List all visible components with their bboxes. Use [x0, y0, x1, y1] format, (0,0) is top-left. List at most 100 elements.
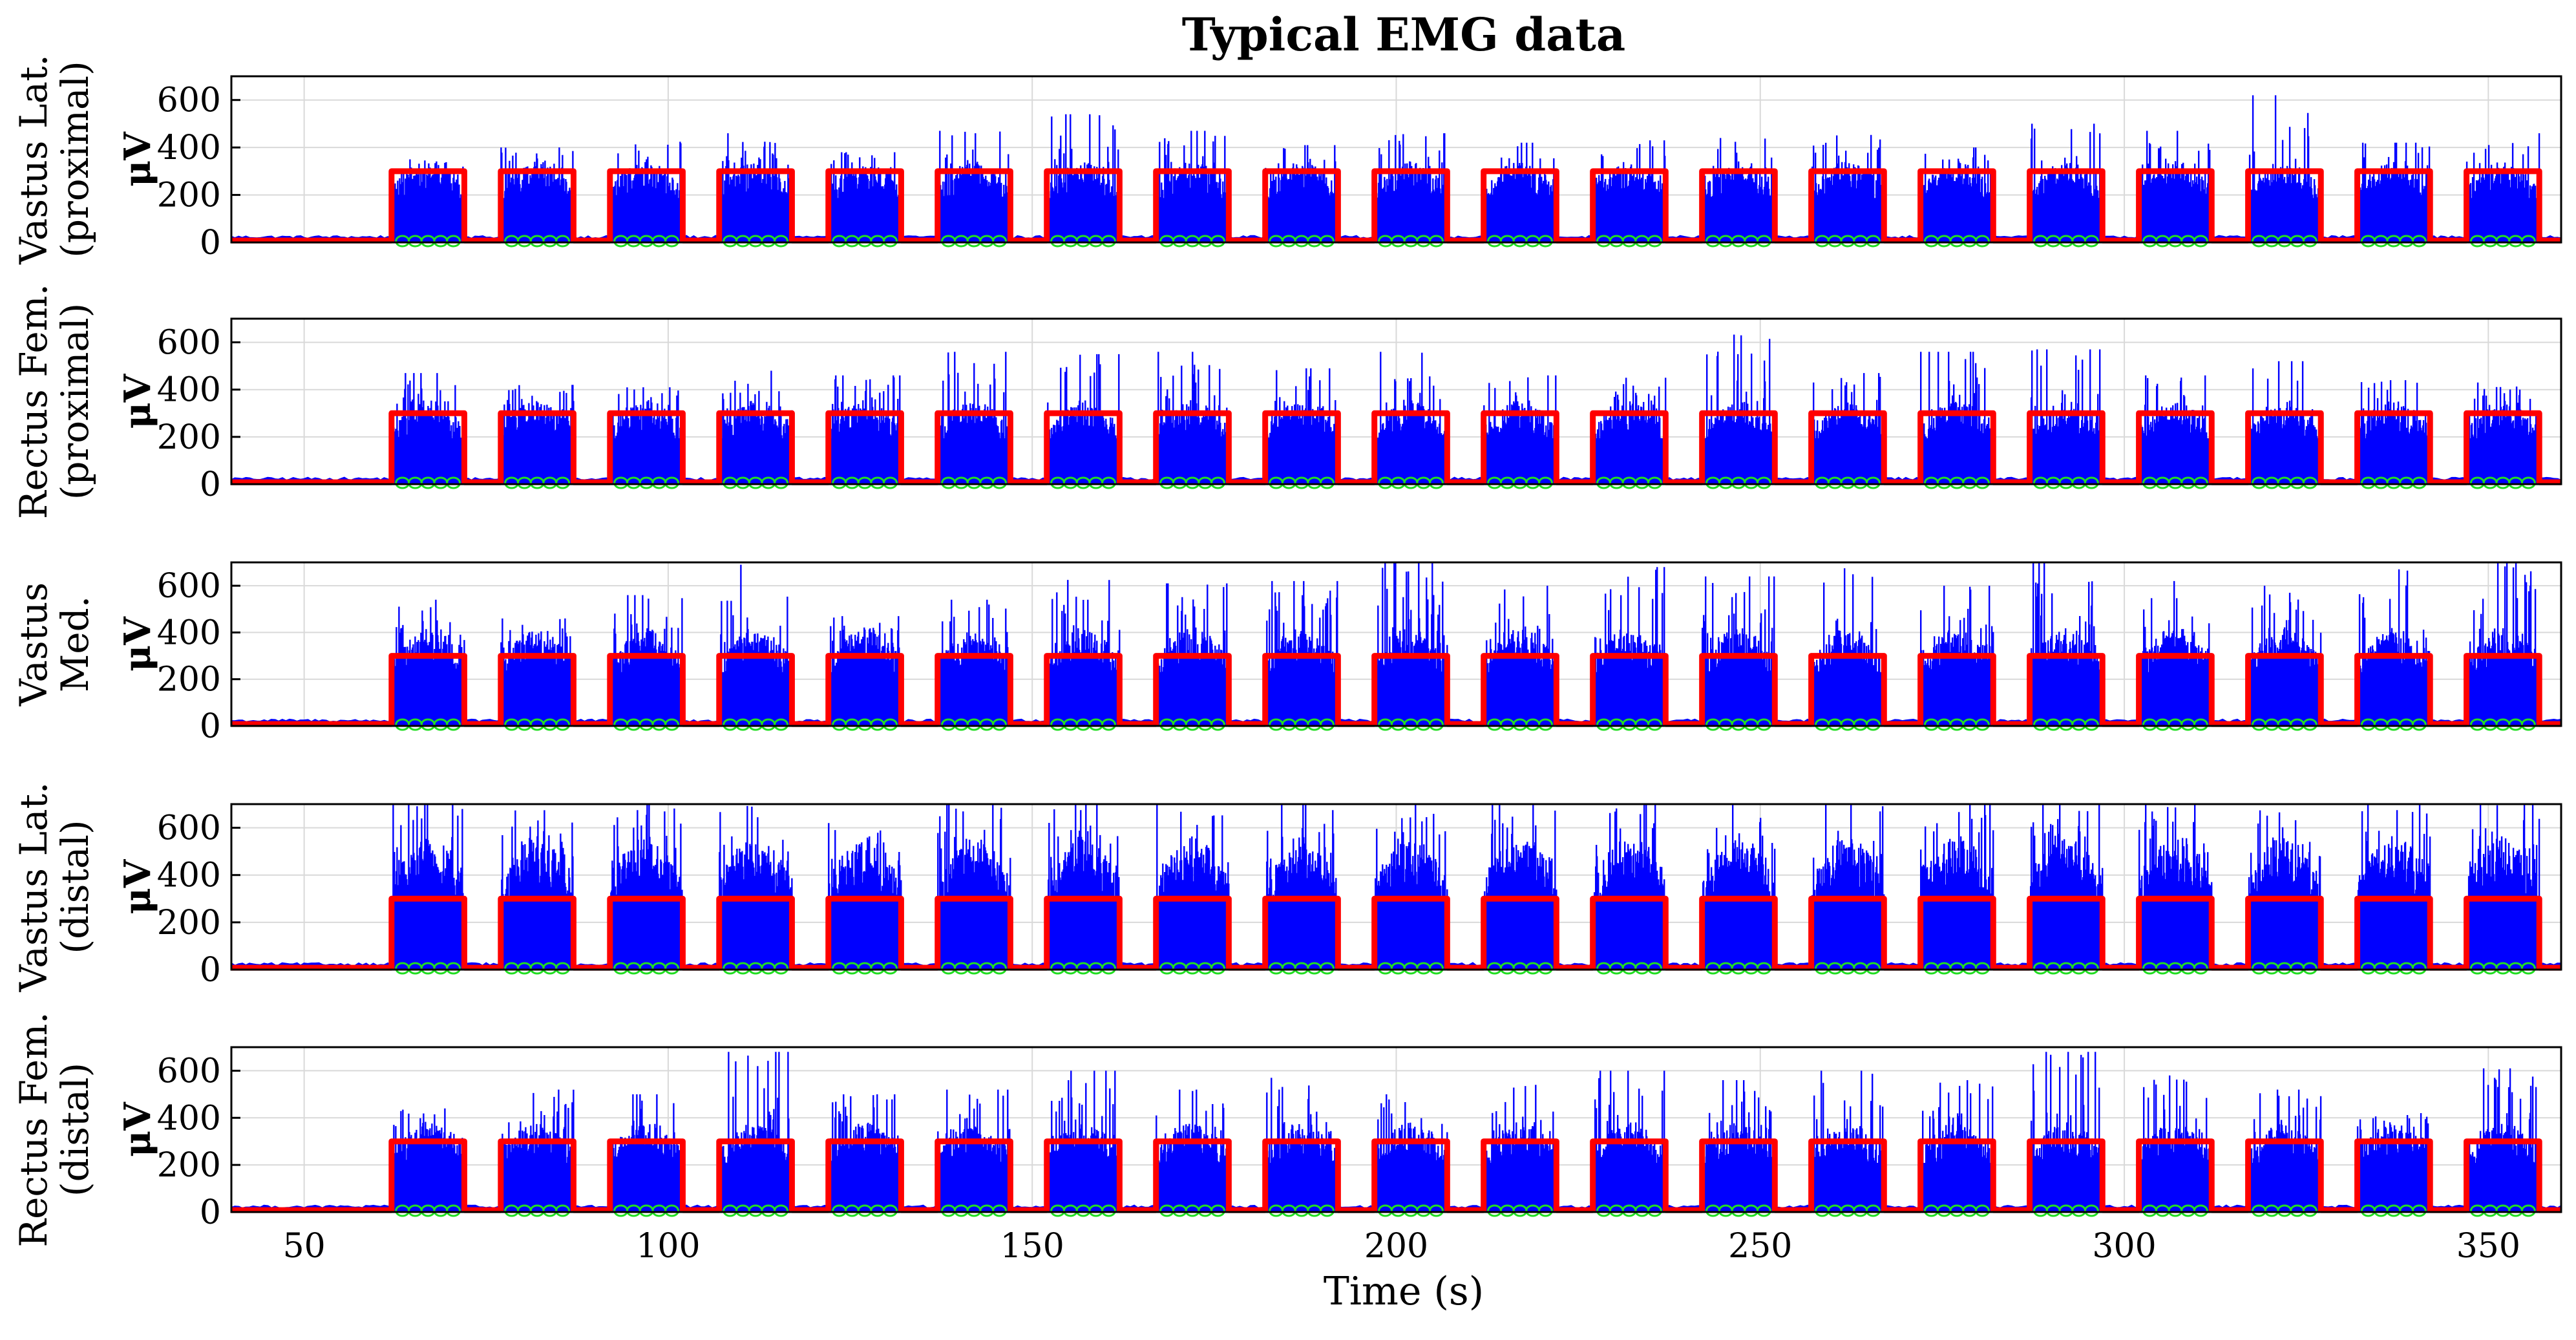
emg-burst-spikes — [1046, 114, 1121, 242]
emg-burst-spikes — [1046, 354, 1121, 484]
onset-marker — [1537, 962, 1553, 975]
panel-frame — [230, 75, 2562, 244]
muscle-label: Med. — [53, 596, 97, 692]
onset-marker — [1647, 235, 1662, 248]
emg-burst-spikes — [1592, 140, 1667, 242]
emg-burst-spikes — [2247, 810, 2322, 970]
onset-marker — [664, 235, 680, 248]
onset-marker — [1647, 476, 1662, 489]
onset-marker — [774, 718, 789, 731]
emg-burst-spikes — [609, 1094, 684, 1212]
onset-marker — [1319, 718, 1335, 731]
onset-marker — [1974, 1204, 1990, 1217]
muscle-label: Vastus Lat. — [12, 54, 56, 265]
emg-burst-spikes — [2465, 382, 2540, 484]
onset-marker — [1101, 1204, 1117, 1217]
emg-burst-spikes — [1483, 804, 1557, 970]
onset-marker — [2193, 1204, 2208, 1217]
emg-burst-spikes — [1374, 352, 1448, 484]
emg-burst-spikes — [1920, 804, 1994, 970]
emg-burst-spikes — [1265, 368, 1339, 484]
emg-burst-spikes — [1265, 1078, 1339, 1212]
onset-marker — [1974, 235, 1990, 248]
y-tick-label: 0 — [200, 707, 221, 746]
onset-marker — [1865, 476, 1881, 489]
onset-marker — [664, 962, 680, 975]
onset-marker — [1865, 718, 1881, 731]
onset-marker — [774, 476, 789, 489]
onset-marker — [555, 718, 571, 731]
onset-marker — [1756, 718, 1771, 731]
emg-burst-spikes — [1374, 804, 1448, 970]
onset-marker — [2520, 718, 2536, 731]
emg-burst-spikes — [2029, 1052, 2104, 1212]
emg-burst-spikes — [937, 599, 1011, 726]
emg-burst-spikes — [609, 142, 684, 242]
emg-burst-spikes — [609, 387, 684, 484]
emg-burst-spikes — [937, 1089, 1011, 1212]
onset-marker — [2084, 1204, 2099, 1217]
panel-1: 0 200 400 600 μV Vastus Lat.(proximal) — [12, 54, 2562, 265]
emg-burst-spikes — [1483, 1085, 1557, 1212]
onset-marker — [446, 718, 461, 731]
onset-marker — [1647, 718, 1662, 731]
emg-burst-spikes — [1265, 145, 1339, 242]
emg-burst-spikes — [1592, 567, 1667, 726]
y-tick-label: 0 — [200, 1193, 221, 1232]
emg-burst-spikes — [2029, 349, 2104, 484]
onset-marker — [446, 1204, 461, 1217]
onset-marker — [664, 476, 680, 489]
y-tick-label: 600 — [157, 324, 221, 363]
onset-marker — [2411, 1204, 2427, 1217]
emg-burst-spikes — [1483, 375, 1557, 484]
onset-marker — [1537, 1204, 1553, 1217]
emg-burst-spikes — [2138, 804, 2213, 970]
emg-burst-spikes — [1702, 576, 1776, 726]
onset-marker — [1428, 235, 1444, 248]
emg-burst-spikes — [2356, 380, 2431, 484]
onset-marker — [1319, 1204, 1335, 1217]
onset-marker — [555, 235, 571, 248]
emg-burst-spikes — [1156, 804, 1230, 970]
emg-burst-spikes — [2356, 1113, 2431, 1212]
onset-marker — [992, 476, 1008, 489]
onset-marker — [2520, 962, 2536, 975]
onset-marker — [774, 235, 789, 248]
onset-marker — [992, 962, 1008, 975]
emg-burst-spikes — [500, 385, 575, 484]
emg-burst-spikes — [1265, 804, 1339, 970]
emg-burst-spikes — [1156, 1089, 1230, 1212]
y-unit-label: μV — [116, 1101, 159, 1157]
y-tick-label: 200 — [157, 661, 221, 699]
panel-frame — [230, 561, 2562, 727]
emg-burst-spikes — [1046, 804, 1121, 970]
emg-burst-spikes — [937, 352, 1011, 484]
onset-marker — [1865, 235, 1881, 248]
x-tick-label: 150 — [1000, 1227, 1064, 1266]
emg-burst-spikes — [1156, 352, 1230, 484]
emg-burst-spikes — [2356, 804, 2431, 970]
onset-marker — [1210, 962, 1225, 975]
emg-burst-spikes — [500, 810, 575, 970]
onset-marker — [1428, 476, 1444, 489]
muscle-label: Rectus Fem. — [12, 1012, 56, 1247]
onset-marker — [2411, 235, 2427, 248]
emg-burst-spikes — [1702, 334, 1776, 484]
y-tick-label: 200 — [157, 904, 221, 942]
y-tick-label: 400 — [157, 613, 221, 652]
onset-marker — [1756, 1204, 1771, 1217]
onset-marker — [2302, 235, 2317, 248]
emg-burst-spikes — [828, 1094, 902, 1212]
onset-marker — [1101, 962, 1117, 975]
emg-burst-spikes — [1920, 1080, 1994, 1212]
x-tick-label: 300 — [2092, 1227, 2156, 1266]
y-tick-label: 200 — [157, 176, 221, 215]
onset-marker — [1647, 962, 1662, 975]
onset-marker — [992, 718, 1008, 731]
onset-marker — [1101, 235, 1117, 248]
chart-title: Typical EMG data — [1182, 8, 1626, 61]
emg-burst-spikes — [2029, 562, 2104, 726]
emg-burst-spikes — [828, 152, 902, 242]
